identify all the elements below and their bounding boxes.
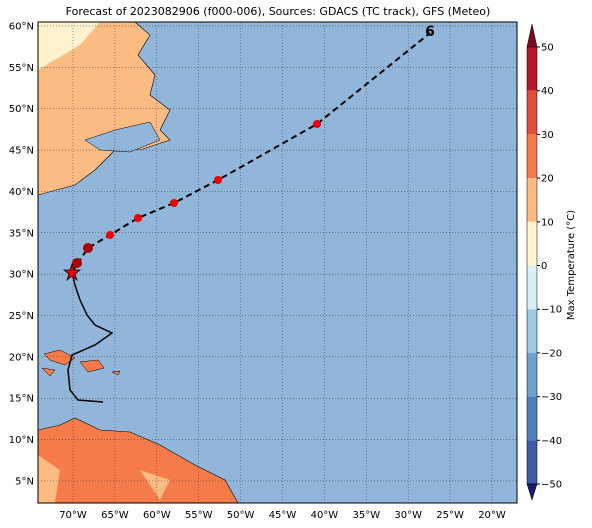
track-points [72, 120, 321, 268]
lat-label: 10°N [9, 435, 34, 446]
lon-label: 50°W [227, 510, 255, 521]
colorbar-bottom [526, 483, 538, 501]
colorbar-label: 20 [541, 174, 554, 185]
land-cold [38, 22, 100, 70]
colorbar-segment [527, 47, 537, 91]
colorbar-label: 50 [541, 43, 554, 54]
colorbar-segment [527, 309, 537, 353]
lon-label: 30°W [394, 510, 422, 521]
colorbar-label: −40 [541, 436, 562, 447]
lat-label: 40°N [9, 187, 34, 198]
lon-label: 70°W [59, 510, 87, 521]
colorbar-label: 40 [541, 86, 554, 97]
lon-label: 55°W [185, 510, 213, 521]
lat-label: 25°N [9, 311, 34, 322]
colorbar-label: 0 [541, 261, 547, 272]
lat-label: 50°N [9, 104, 34, 115]
colorbar-segment [527, 178, 537, 222]
lon-label: 35°W [352, 510, 380, 521]
south-america [38, 417, 239, 503]
lon-label: 25°W [436, 510, 464, 521]
lon-label: 60°W [143, 510, 171, 521]
current-position [62, 262, 82, 282]
storm-symbol: 6 [425, 24, 435, 40]
colorbar-label: 30 [541, 130, 554, 141]
lat-label: 35°N [9, 228, 34, 239]
colorbar-segment [527, 221, 537, 266]
lat-label: 60°N [9, 22, 34, 33]
colorbar: 50 40 30 20 10 0 −10 −20 −30 −40 −50 [526, 23, 562, 501]
lon-label: 40°W [311, 510, 339, 521]
lat-label: 45°N [9, 146, 34, 157]
colorbar-label: −50 [541, 480, 562, 491]
colorbar-segment [527, 352, 537, 397]
land-warm [38, 455, 170, 503]
lat-label: 15°N [9, 394, 34, 405]
map-frame [37, 21, 518, 504]
colorbar-segment [527, 440, 537, 484]
colorbar-top [526, 23, 538, 48]
colorbar-segment [527, 134, 537, 179]
lat-label: 20°N [9, 352, 34, 363]
past-track [67, 271, 114, 403]
colorbar-label: −10 [541, 305, 562, 316]
lat-label: 30°N [9, 270, 34, 281]
colorbar-segment [527, 265, 537, 310]
colorbar-segment [527, 396, 537, 441]
colorbar-segment [527, 90, 537, 135]
lon-label: 20°W [478, 510, 506, 521]
lat-label: 55°N [9, 63, 34, 74]
map-area: 6 [38, 22, 517, 503]
lon-label: 45°W [269, 510, 297, 521]
colorbar-label: 10 [541, 217, 554, 228]
title: Forecast of 2023082906 (f000-006), Sourc… [66, 5, 491, 18]
lat-label: 5°N [15, 476, 34, 487]
colorbar-label: −30 [541, 392, 562, 403]
colorbar-title: Max Temperature (°C) [566, 210, 577, 320]
lon-label: 65°W [101, 510, 129, 521]
colorbar-label: −20 [541, 348, 562, 359]
